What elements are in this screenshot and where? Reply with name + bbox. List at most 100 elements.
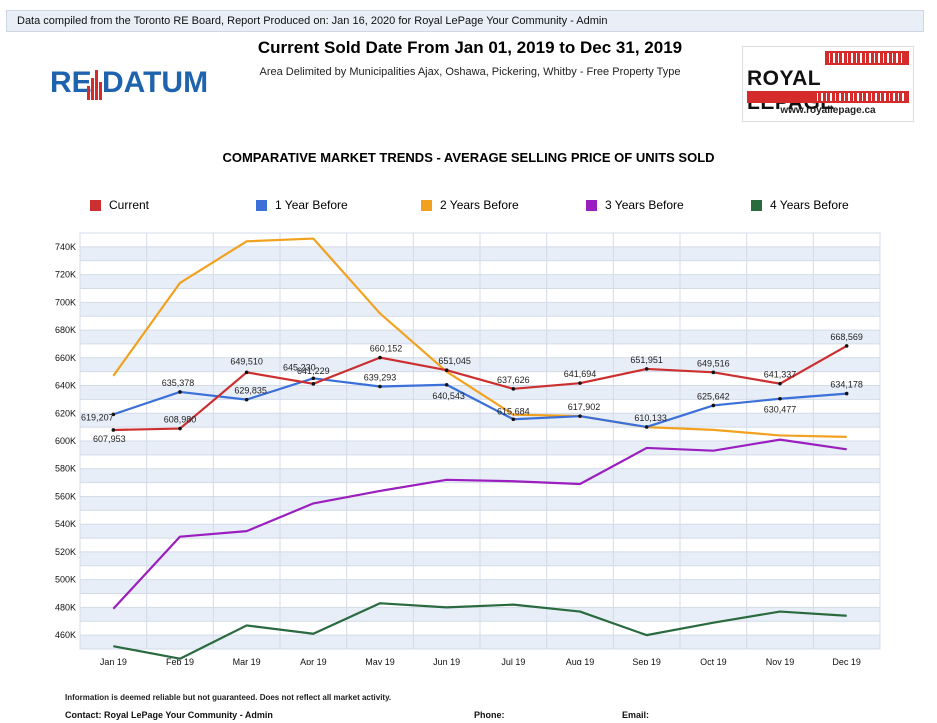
- y-tick-label: 620K: [55, 408, 76, 418]
- x-tick-label: Aug 19: [566, 657, 595, 665]
- y-tick-label: 520K: [55, 547, 76, 557]
- data-label: 639,293: [364, 373, 397, 383]
- legend-swatch-3-years-before: [586, 199, 597, 211]
- logo-url-text: www.royallepage.ca: [780, 105, 876, 116]
- data-label: 640,543: [432, 391, 465, 401]
- data-label: 641,229: [297, 366, 330, 376]
- x-tick-label: Jun 19: [433, 657, 460, 665]
- legend-label-current: Current: [109, 198, 150, 212]
- x-tick-label: Dec 19: [832, 657, 861, 665]
- data-point: [178, 426, 182, 431]
- data-label: 637,626: [497, 375, 530, 385]
- data-label: 645,230: [283, 362, 316, 372]
- data-point: [578, 414, 582, 418]
- legend-swatch-1-year-before: [256, 199, 267, 211]
- data-label: 649,510: [230, 356, 263, 366]
- legend-item-1-year-before: 1 Year Before: [256, 198, 348, 212]
- data-point: [644, 367, 649, 371]
- data-label: 649,516: [697, 358, 730, 368]
- x-tick-label: Sep 19: [632, 657, 661, 665]
- y-tick-label: 700K: [55, 297, 76, 307]
- x-tick-label: May 19: [365, 657, 395, 665]
- report-info-bar: Data compiled from the Toronto RE Board,…: [6, 10, 924, 32]
- y-tick-label: 680K: [55, 325, 76, 335]
- y-tick-label: 660K: [55, 353, 76, 363]
- y-tick-label: 480K: [55, 602, 76, 612]
- data-label: 668,569: [830, 332, 863, 342]
- data-label: 625,642: [697, 391, 730, 401]
- data-label: 651,045: [438, 356, 471, 366]
- legend-item-3-years-before: 3 Years Before: [586, 198, 684, 212]
- legend-swatch-4-years-before: [751, 199, 762, 211]
- legend-label-2-years-before: 2 Years Before: [440, 198, 519, 212]
- data-point: [311, 376, 316, 381]
- data-label: 641,694: [564, 369, 597, 379]
- series-line-3-years-before: [112, 438, 847, 610]
- data-label: 629,835: [234, 386, 267, 396]
- data-label: 634,178: [830, 380, 863, 390]
- data-point: [378, 384, 382, 389]
- data-point: [711, 370, 716, 375]
- data-label: 610,133: [634, 413, 667, 423]
- x-tick-label: Apr 19: [300, 657, 327, 665]
- legend-label-1-year-before: 1 Year Before: [275, 198, 348, 212]
- city-skyline-icon: [87, 70, 102, 100]
- y-tick-label: 580K: [55, 464, 76, 474]
- phone-label: Phone:: [474, 710, 505, 720]
- legend-label-4-years-before: 4 Years Before: [770, 198, 849, 212]
- data-point: [511, 387, 516, 391]
- y-tick-label: 640K: [55, 381, 76, 391]
- redatum-logo: RE DATUM: [50, 62, 208, 102]
- data-point: [644, 425, 649, 429]
- series-line-current: [113, 344, 848, 432]
- x-tick-label: Feb 19: [166, 657, 194, 665]
- legend-label-3-years-before: 3 Years Before: [605, 198, 684, 212]
- data-point: [111, 428, 116, 432]
- data-point: [111, 412, 116, 417]
- series-line-2-years-before: [112, 237, 847, 438]
- data-point: [378, 355, 382, 360]
- data-label: 660,152: [370, 344, 403, 354]
- y-tick-label: 740K: [55, 242, 76, 252]
- y-tick-label: 600K: [55, 436, 76, 446]
- legend-swatch-current: [90, 199, 101, 211]
- data-point: [311, 382, 316, 386]
- data-label: 617,902: [568, 402, 601, 412]
- x-tick-label: Oct 19: [700, 657, 727, 665]
- data-label: 630,477: [764, 405, 797, 415]
- y-tick-label: 460K: [55, 630, 76, 640]
- x-tick-label: Jan 19: [100, 657, 127, 665]
- data-point: [444, 368, 449, 373]
- data-point: [244, 370, 249, 375]
- report-title: Current Sold Date From Jan 01, 2019 to D…: [257, 38, 683, 57]
- data-label: 635,378: [162, 378, 195, 388]
- report-subtitle: Area Delimited by Municipalities Ajax, O…: [259, 66, 681, 78]
- data-point: [578, 381, 582, 385]
- data-point: [844, 344, 849, 348]
- data-point: [178, 390, 182, 394]
- legend-swatch-2-years-before: [421, 199, 432, 211]
- royal-lepage-logo: ROYAL LEPAGE www.royallepage.ca: [742, 46, 914, 122]
- data-point: [778, 396, 782, 401]
- chart-title: COMPARATIVE MARKET TRENDS - AVERAGE SELL…: [222, 150, 715, 165]
- contact-text: Contact: Royal LePage Your Community - A…: [65, 710, 273, 720]
- data-point: [444, 382, 449, 387]
- data-label: 607,953: [93, 434, 126, 444]
- legend-item-4-years-before: 4 Years Before: [751, 198, 849, 212]
- y-tick-label: 540K: [55, 519, 76, 529]
- y-tick-label: 560K: [55, 491, 76, 501]
- barcode-top-icon: [825, 51, 909, 65]
- y-tick-label: 720K: [55, 270, 76, 280]
- data-point: [778, 381, 782, 386]
- email-label: Email:: [622, 710, 650, 720]
- logo-re-text: RE: [50, 66, 92, 99]
- data-label: 641,337: [764, 370, 797, 380]
- data-label: 615,684: [497, 406, 530, 416]
- series-line-1-year-before: [112, 377, 847, 429]
- barcode-bottom-icon: [747, 91, 909, 103]
- legend-item-current: Current: [90, 198, 149, 212]
- logo-datum-text: DATUM: [102, 66, 209, 99]
- x-tick-label: Mar 19: [233, 657, 261, 665]
- y-tick-label: 500K: [55, 575, 76, 585]
- data-point: [511, 417, 516, 422]
